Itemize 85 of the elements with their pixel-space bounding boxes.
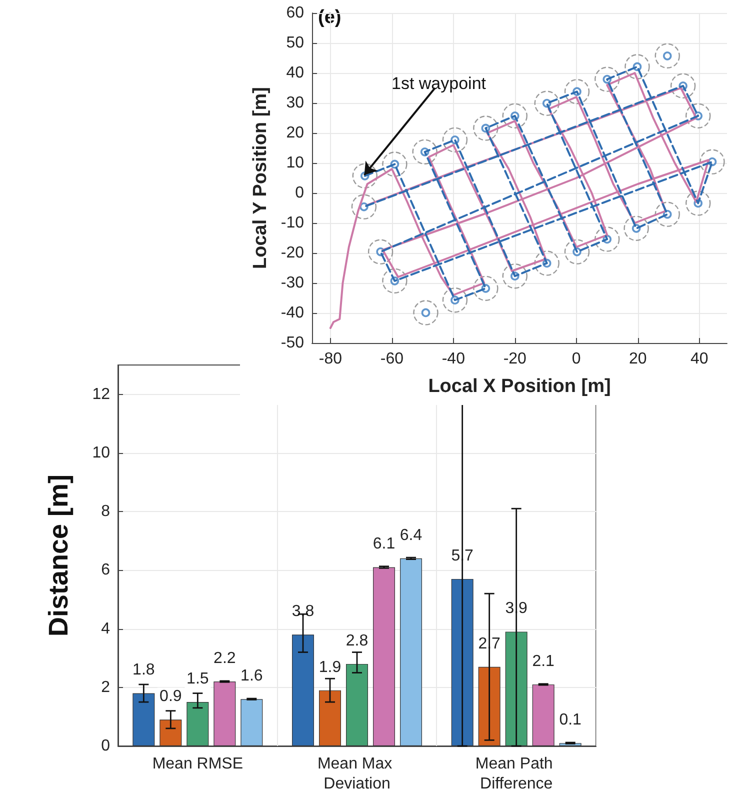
x-tick-label: 40 [690, 350, 708, 368]
y-tick-label: -50 [280, 334, 304, 352]
bar [373, 567, 395, 746]
bar [292, 634, 314, 746]
point [624, 54, 650, 80]
data-label: 1.5 [186, 670, 209, 688]
bar [532, 684, 554, 746]
data-label: 1.6 [240, 668, 263, 685]
data-label: 2.1 [532, 652, 555, 670]
point [352, 163, 378, 188]
point [368, 239, 394, 264]
point [442, 127, 468, 152]
x-tick-label: Mean Path Difference [475, 756, 558, 792]
y-tick-label: 10 [92, 444, 110, 462]
point [473, 116, 498, 141]
data-label: 0.1 [559, 712, 582, 729]
data-label: 1.8 [132, 662, 155, 679]
y-tick-label: 60 [286, 4, 304, 22]
bar [505, 632, 528, 746]
point [442, 288, 468, 313]
y-tick-label: 0 [101, 738, 110, 754]
bar [400, 558, 422, 746]
data-label: 2.2 [214, 650, 236, 668]
y-tick-label: 30 [286, 94, 304, 112]
x-tick-label: -40 [442, 350, 466, 368]
x-tick-label: Mean RMSE [152, 756, 244, 772]
point [594, 66, 620, 92]
y-tick-label: 4 [101, 620, 110, 638]
x-tick-label: -80 [318, 350, 342, 368]
y-tick-label: 10 [286, 154, 304, 172]
y-tick-label: 8 [101, 503, 110, 520]
point [564, 79, 590, 104]
bar [319, 690, 341, 746]
point [594, 226, 620, 252]
point [412, 139, 438, 164]
bar [478, 666, 500, 746]
point [624, 216, 649, 241]
point [534, 90, 560, 116]
point [686, 103, 711, 128]
y-tick-label: 20 [286, 124, 304, 142]
y-tick-label: 0 [295, 184, 304, 202]
x-axis-title: Local X Position [m] [428, 376, 611, 397]
x-tick-label: -20 [503, 350, 527, 368]
bar [132, 693, 155, 746]
bar [240, 699, 263, 746]
y-tick-label: -20 [280, 244, 304, 262]
x-tick-label: -60 [380, 350, 404, 368]
point [502, 103, 528, 128]
y-axis-title: Distance [m] [44, 474, 74, 637]
bar [186, 702, 209, 746]
y-tick-label: -40 [280, 304, 304, 322]
point [382, 152, 408, 177]
y-tick-label: 50 [286, 34, 304, 52]
y-tick-label: 2 [101, 678, 110, 696]
data-label: 2.8 [346, 632, 368, 650]
x-tick-label: Mean Max Deviation [317, 756, 397, 792]
point [413, 300, 438, 326]
y-tick-label: -30 [280, 274, 304, 292]
annotation: 1st waypoint [391, 74, 486, 93]
point [700, 149, 725, 174]
y-tick-label: -10 [280, 214, 304, 232]
data-label: 1.9 [318, 658, 342, 676]
point [351, 194, 377, 220]
point [686, 190, 711, 216]
point [564, 239, 590, 264]
y-tick-label: 6 [101, 562, 110, 579]
point [654, 202, 680, 227]
y-axis-title: Local Y Position [m] [250, 87, 271, 269]
y-tick-label: 12 [92, 386, 110, 403]
y-tick-label: 40 [286, 64, 304, 82]
data-label: 6.1 [372, 536, 396, 553]
point [654, 43, 680, 68]
x-tick-label: 20 [628, 350, 647, 368]
bar [214, 682, 236, 746]
bar [451, 578, 474, 746]
point [534, 250, 560, 276]
bar [160, 720, 182, 746]
data-label: 6.4 [400, 526, 422, 544]
point [382, 268, 408, 294]
data-label: 0.9 [160, 688, 182, 706]
point [502, 264, 528, 289]
x-tick-label: 0 [572, 350, 581, 368]
point [670, 73, 696, 98]
point [473, 276, 498, 301]
bar [346, 664, 368, 746]
